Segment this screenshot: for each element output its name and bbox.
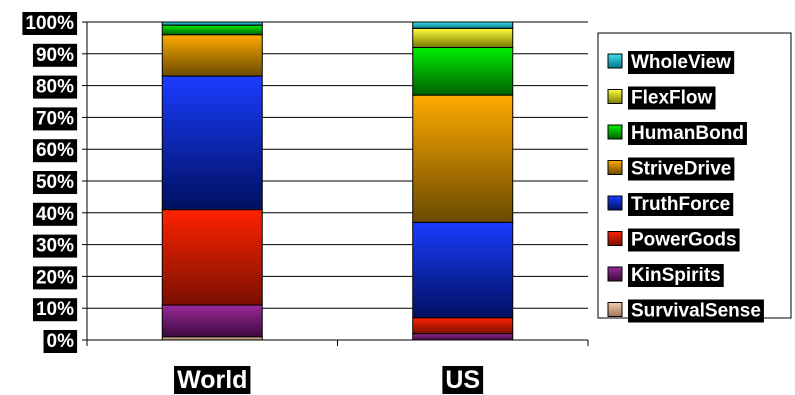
svg-text:50%: 50% (36, 172, 74, 193)
svg-text:20%: 20% (36, 267, 74, 288)
legend-swatch (607, 195, 623, 211)
category-label: US (442, 366, 484, 394)
bar-segment-us-truthforce (412, 221, 514, 319)
svg-text:0%: 0% (47, 331, 75, 352)
legend-item-powergods: PowerGods (607, 228, 740, 252)
y-tick-label: 80% (32, 75, 78, 99)
legend-label: StriveDrive (631, 159, 731, 180)
svg-text:World: World (177, 366, 247, 394)
svg-text:10%: 10% (36, 299, 74, 320)
y-tick-label: 90% (32, 43, 78, 67)
category-label: World (174, 366, 251, 394)
legend-label: HumanBond (631, 123, 744, 144)
bar-segment-us-strivedrive (412, 94, 514, 223)
legend-label: WholeView (631, 52, 731, 73)
legend-item-flexflow: FlexFlow (607, 86, 716, 110)
legend-swatch (607, 266, 623, 282)
bar-segment-world-powergods (161, 209, 263, 306)
svg-text:US: US (445, 366, 480, 394)
y-tick-labels: 0% 10% 20% 30% 40% 50% 60% 70% 80% 90% 100% (22, 12, 78, 353)
legend-label: TruthForce (631, 194, 730, 215)
y-tick-label: 60% (32, 139, 78, 163)
legend-label: SurvivalSense (631, 301, 761, 322)
legend-swatch (607, 302, 623, 317)
y-tick-label: 20% (32, 266, 78, 290)
legend-item-truthforce: TruthForce (607, 193, 734, 216)
legend: WholeView FlexFlow HumanBond StriveDrive Tru… (597, 32, 792, 323)
legend-swatch (607, 124, 623, 140)
y-tick-label: 40% (32, 202, 78, 226)
svg-text:30%: 30% (36, 236, 74, 257)
bar-segment-world-wholeview (161, 21, 263, 26)
svg-text:40%: 40% (36, 204, 74, 225)
bar-segment-world-truthforce (161, 75, 263, 211)
legend-item-strivedrive: StriveDrive (607, 157, 735, 181)
svg-text:70%: 70% (36, 108, 74, 129)
bars (161, 21, 514, 341)
legend-label: FlexFlow (631, 88, 713, 109)
svg-text:90%: 90% (36, 45, 74, 66)
bar-segment-world-kinspirits (161, 304, 263, 338)
category-labels: World US (174, 366, 484, 394)
legend-item-humanbond: HumanBond (607, 122, 747, 145)
bar-segment-us-wholeview (412, 21, 514, 29)
svg-text:100%: 100% (25, 13, 74, 34)
y-tick-label: 70% (32, 107, 78, 131)
legend-item-survivalsense: SurvivalSense (607, 299, 764, 323)
legend-swatch (607, 231, 623, 246)
y-tick-label: 10% (32, 298, 78, 322)
legend-label: KinSpirits (631, 265, 721, 286)
bar-segment-us-flexflow (412, 27, 514, 48)
legend-item-wholeview: WholeView (607, 51, 735, 74)
bar-segment-us-powergods (412, 317, 514, 335)
bar-segment-world-humanbond (161, 24, 263, 36)
legend-swatch (607, 160, 623, 175)
legend-label: PowerGods (631, 230, 737, 251)
axes (82, 21, 589, 346)
bar-segment-us-kinspirits (412, 333, 514, 341)
legend-item-kinspirits: KinSpirits (607, 264, 724, 287)
legend-swatch (607, 89, 623, 104)
bar-segment-world-strivedrive (161, 34, 263, 77)
bar-segment-us-humanbond (412, 46, 514, 96)
y-tick-label: 50% (32, 171, 78, 194)
y-tick-label: 0% (43, 330, 78, 353)
svg-text:80%: 80% (36, 77, 74, 98)
svg-text:60%: 60% (36, 140, 74, 161)
legend-swatch (607, 53, 623, 69)
y-tick-label: 100% (22, 12, 78, 35)
y-tick-label: 30% (32, 234, 78, 258)
